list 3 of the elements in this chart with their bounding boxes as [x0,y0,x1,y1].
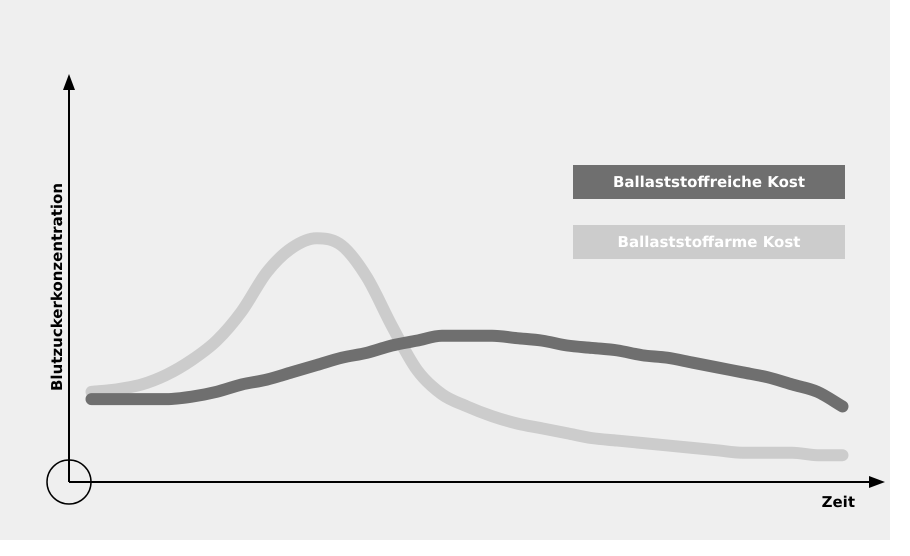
text: Ballaststoffreiche Kost [573,165,845,199]
y-axis-title: Blutzuckerkonzentration [48,183,66,391]
x-axis-title: Zeit [822,492,855,511]
